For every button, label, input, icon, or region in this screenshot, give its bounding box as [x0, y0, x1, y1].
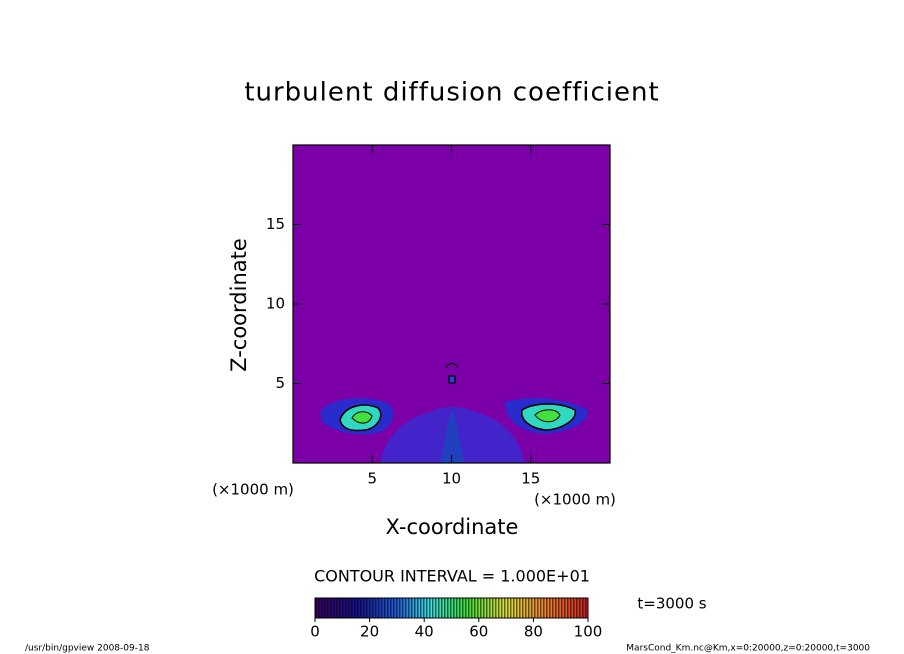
colorbar-tick-label: 0	[310, 623, 320, 641]
footer-left: /usr/bin/gpview 2008-09-18	[25, 644, 150, 654]
y-tick-label: 15	[266, 215, 285, 233]
colorbar-tick-label: 100	[574, 623, 603, 641]
colorbar-tick-label: 40	[415, 623, 434, 641]
colorbar-frame	[314, 597, 589, 619]
field	[320, 362, 589, 463]
y-tick-label: 10	[266, 295, 285, 313]
y-unit: (×1000 m)	[212, 481, 294, 499]
x-tick-label: 10	[442, 470, 461, 488]
contour-interval: CONTOUR INTERVAL = 1.000E+01	[314, 567, 590, 586]
colorbar-tick-label: 20	[360, 623, 379, 641]
y-tick-label: 5	[275, 374, 285, 392]
colorbar-tick-label: 80	[524, 623, 543, 641]
y-axis-label: Z-coordinate	[227, 238, 251, 372]
x-unit: (×1000 m)	[534, 491, 616, 509]
x-tick-label: 15	[521, 470, 540, 488]
colorbar-stripes	[315, 598, 588, 618]
time-label: t=3000 s	[637, 595, 706, 613]
x-axis-label: X-coordinate	[386, 515, 519, 539]
footer-right: MarsCond_Km.nc@Km,x=0:20000,z=0:20000,t=…	[626, 644, 870, 654]
colorbar-tick-label: 60	[469, 623, 488, 641]
chart-title: turbulent diffusion coefficient	[244, 78, 659, 108]
x-tick-label: 5	[367, 470, 377, 488]
